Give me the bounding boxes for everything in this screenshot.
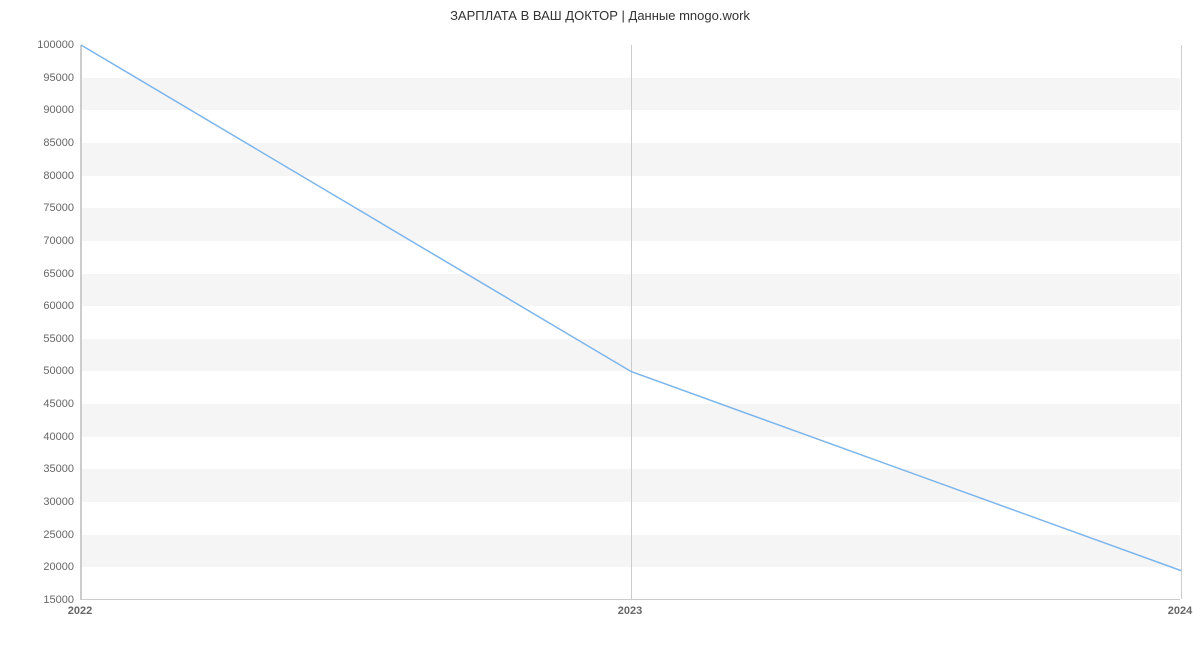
y-tick-label: 55000 [14,333,74,345]
y-tick-label: 100000 [14,39,74,51]
y-tick-label: 95000 [14,72,74,84]
grid-vline [1181,45,1182,599]
y-tick-label: 60000 [14,300,74,312]
y-tick-label: 50000 [14,365,74,377]
y-tick-label: 75000 [14,202,74,214]
chart-container: 1500020000250003000035000400004500050000… [80,45,1180,600]
y-tick-label: 35000 [14,463,74,475]
y-tick-label: 65000 [14,268,74,280]
chart-svg [81,45,1180,599]
y-tick-label: 40000 [14,431,74,443]
y-tick-label: 25000 [14,529,74,541]
data-line [81,45,1181,571]
chart-title: ЗАРПЛАТА В ВАШ ДОКТОР | Данные mnogo.wor… [0,0,1200,23]
y-tick-label: 90000 [14,104,74,116]
x-tick-label: 2023 [618,605,642,617]
y-tick-label: 15000 [14,594,74,606]
y-tick-label: 20000 [14,561,74,573]
y-tick-label: 45000 [14,398,74,410]
y-tick-label: 30000 [14,496,74,508]
y-tick-label: 70000 [14,235,74,247]
y-tick-label: 85000 [14,137,74,149]
y-tick-label: 80000 [14,170,74,182]
x-tick-label: 2022 [68,605,92,617]
x-tick-label: 2024 [1168,605,1192,617]
plot-area [80,45,1180,600]
